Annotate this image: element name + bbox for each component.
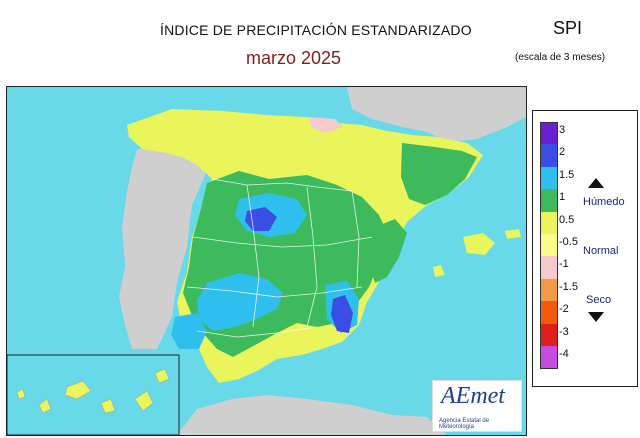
scale-note: (escala de 3 meses) [515, 52, 606, 63]
morocco-land [177, 395, 447, 435]
legend-swatch [540, 301, 558, 324]
legend-swatch [540, 234, 558, 257]
portugal-land [119, 147, 207, 349]
legend-tick: -1.5 [559, 280, 578, 293]
region-boundaries [186, 178, 373, 338]
logo-name: AEmet [441, 383, 505, 409]
legend-tick: -4 [559, 348, 569, 360]
legend-tick: 3 [559, 124, 566, 136]
logo-subtitle: Agencia Estatal de Meteorología [439, 418, 490, 430]
very-humid-zone-2 [171, 313, 207, 349]
extreme-zone-2 [331, 295, 353, 333]
legend-dry-label: Seco [586, 294, 612, 306]
dry-arrow-icon [588, 312, 604, 322]
france-land [347, 87, 526, 142]
legend-swatch [540, 166, 558, 190]
humid-arrow-icon [588, 178, 604, 188]
aemet-logo: AEmet Agencia Estatal de Meteorología [432, 380, 522, 432]
map-date: marzo 2025 [246, 48, 342, 68]
legend-tick: 0.5 [559, 213, 575, 226]
map-title: ÍNDICE DE PRECIPITACIÓN ESTANDARIZADO [160, 22, 472, 38]
legend-tick: -1 [559, 258, 569, 271]
balearic-ibiza [433, 265, 445, 277]
legend-humid-label: Húmedo [583, 196, 625, 208]
legend-swatch [540, 144, 558, 167]
legend-tick: 1 [559, 191, 566, 204]
humid-zone-east [401, 143, 477, 205]
legend-swatch [540, 189, 558, 212]
balearic-mallorca [463, 233, 495, 255]
legend-tick: -3 [559, 325, 569, 338]
legend-normal-label: Normal [583, 245, 619, 257]
dry-zone [309, 117, 343, 133]
humid-zone-levante [369, 219, 407, 283]
legend-tick: -0.5 [559, 236, 578, 248]
canary-islands [16, 368, 170, 414]
legend-swatch [540, 346, 558, 370]
legend-tick: -2 [559, 303, 569, 316]
spain-map [7, 87, 526, 435]
balearic-menorca [505, 229, 521, 239]
legend-swatch [540, 323, 558, 346]
legend-swatch [540, 278, 558, 302]
map-frame [6, 86, 527, 436]
legend-swatch [540, 256, 558, 279]
legend-swatch [540, 122, 558, 146]
legend-tick: 1.5 [559, 168, 575, 181]
index-name: SPI [553, 18, 583, 38]
very-humid-zone [197, 273, 283, 331]
legend-tick: 2 [559, 146, 566, 159]
legend-swatch [540, 211, 558, 234]
canary-inset [7, 354, 180, 435]
